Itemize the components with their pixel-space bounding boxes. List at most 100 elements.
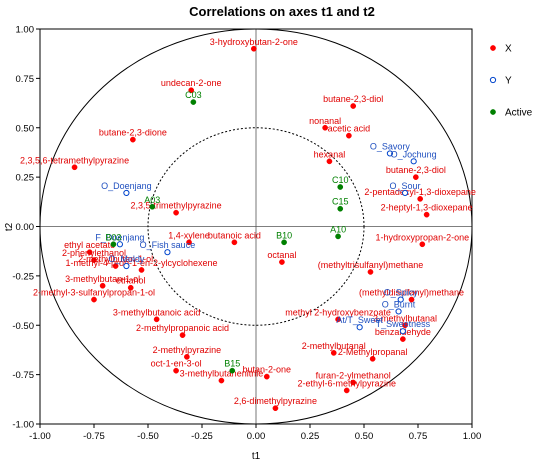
x-tick-label: 1.00 <box>463 431 482 442</box>
point-x <box>179 332 186 338</box>
point-label: butane-2,3-diol <box>323 94 383 104</box>
point-x <box>322 124 328 131</box>
point-label: 2-methylpropanoic acid <box>136 323 229 333</box>
point-y <box>397 296 404 303</box>
x-tick-label: 0.50 <box>355 431 374 442</box>
legend-label-y: Y <box>505 76 512 87</box>
point-x <box>138 267 145 273</box>
point-label: 2-Methylpropanal <box>338 347 408 357</box>
point-label: 2-pentadecyl-1,3-dioxepane <box>364 187 476 197</box>
point-label: 3-methylbutanal <box>373 313 437 323</box>
point-label: At/T_Sweet <box>336 315 383 325</box>
point-label: 1-hydroxypropan-2-one <box>376 232 470 242</box>
legend-marker-y <box>489 76 497 84</box>
point-x <box>186 239 192 246</box>
point-label: acetic acid <box>328 124 371 134</box>
point-label: 2-methyl-3-sulfanylpropan-1-ol <box>33 288 155 298</box>
chart-title: Correlations on axes t1 and t2 <box>189 4 375 19</box>
point-y <box>386 150 394 157</box>
point-label: T_Sweetness <box>376 319 431 329</box>
point-y <box>123 262 130 270</box>
point-x <box>417 196 424 202</box>
point-y <box>395 308 402 315</box>
half-circle <box>147 127 365 326</box>
legend-marker-active <box>490 109 496 115</box>
point-x <box>412 174 419 180</box>
point-x <box>350 379 357 386</box>
y-tick-label: -1.00 <box>12 420 34 431</box>
point-label: O_Doenjang <box>101 181 152 191</box>
point-x <box>127 284 134 291</box>
point-y <box>410 158 417 165</box>
point-x <box>250 45 257 52</box>
point-label: O_Fish sauce <box>140 240 196 250</box>
x-tick-label: -0.25 <box>191 431 213 442</box>
point-x <box>367 269 374 275</box>
point-label: 3-methylbutanoic acid <box>113 307 201 317</box>
point-x <box>263 373 270 380</box>
point-label: 3-methylbutan-1-ol <box>65 274 140 284</box>
point-label: O_Moldy <box>108 254 145 264</box>
point-x <box>153 316 160 323</box>
point-label: A03 <box>144 195 160 205</box>
point-label: 3-methylbutanenitrile <box>180 369 264 379</box>
point-label: butanoic acid <box>208 230 261 240</box>
legend-marker-x <box>490 45 496 51</box>
point-label: C15 <box>332 197 349 207</box>
point-x <box>231 239 238 246</box>
point-x <box>408 296 415 303</box>
x-axis-label: t1 <box>252 451 261 462</box>
point-x <box>369 355 376 362</box>
point-active <box>337 205 344 212</box>
point-label: C03 <box>185 90 202 100</box>
point-label: 1,4-xylene <box>168 230 210 240</box>
point-label: butan-2-one <box>243 365 292 375</box>
point-label: B03 <box>105 232 121 242</box>
point-x <box>91 296 97 303</box>
point-x <box>330 350 337 356</box>
point-label: 2-methylpyrazine <box>153 345 222 355</box>
point-label: furan-2-ylmethanol <box>316 371 391 381</box>
point-active <box>281 239 287 246</box>
y-tick-label: -0.50 <box>12 321 34 332</box>
legend: X Y Active <box>489 44 533 119</box>
point-y <box>399 328 406 335</box>
point-x <box>419 241 426 248</box>
x-tick-label: 0.75 <box>409 431 428 442</box>
point-x <box>346 132 352 139</box>
x-tick-label: -1.00 <box>29 431 51 442</box>
point-x <box>218 377 225 384</box>
point-label: 3-hydroxybutan-2-one <box>210 37 298 47</box>
plot-area: -1.00 -0.75 -0.50 -0.25 0.00 0.25 0.50 0.75 1.00… <box>12 25 481 443</box>
point-label: F_Doenjang <box>95 232 144 242</box>
point-y <box>116 241 124 248</box>
y-tick-label: 0.50 <box>16 123 35 134</box>
point-label: 2,3,5,6-tetramethylpyrazine <box>20 155 129 165</box>
point-active <box>229 367 236 374</box>
point-label: butane-2,3-diol <box>386 165 446 175</box>
point-x <box>86 249 93 256</box>
point-x <box>99 282 106 289</box>
point-label: B10 <box>276 230 292 240</box>
point-label: oct-1-en-3-ol <box>151 359 202 369</box>
legend-label-x: X <box>505 44 512 55</box>
point-active <box>190 99 197 105</box>
y-tick-label: -0.75 <box>12 370 34 381</box>
point-label: ethanol <box>116 276 146 286</box>
point-label: A10 <box>330 224 346 234</box>
point-x <box>423 211 430 218</box>
point-label: 2-methylbutan-1-ol <box>78 254 153 264</box>
point-active <box>110 241 117 248</box>
point-label: B15 <box>224 359 240 369</box>
point-active <box>337 184 344 190</box>
point-label: 2,3,5-trimethylpyrazine <box>131 201 222 211</box>
point-y <box>123 189 130 197</box>
point-x <box>188 87 195 94</box>
y-tick-label: 0.75 <box>16 74 35 85</box>
point-x <box>173 367 179 374</box>
x-tick-label: 0.25 <box>301 431 320 442</box>
point-x <box>130 136 136 143</box>
point-x <box>350 103 357 109</box>
point-label: octanal <box>267 250 296 260</box>
